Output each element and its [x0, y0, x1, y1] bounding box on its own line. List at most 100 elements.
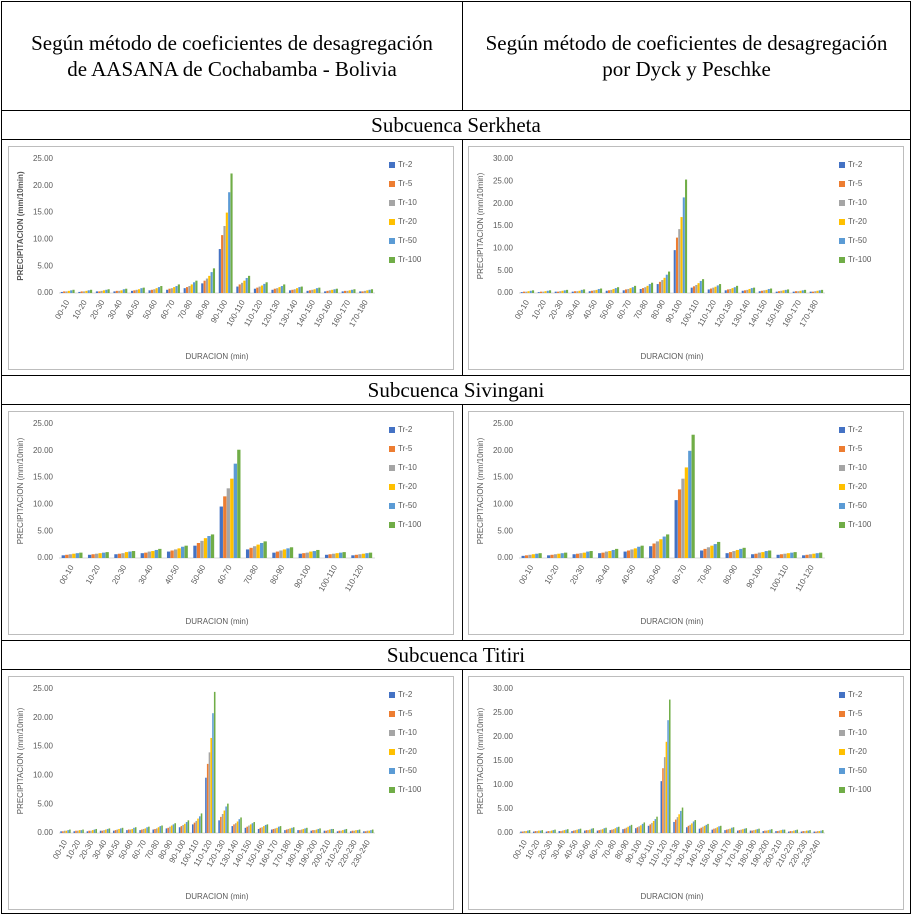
legend-swatch: [839, 503, 845, 509]
header-cell: Según método de coeficientes de desagreg…: [1, 1, 463, 111]
bar: [210, 272, 213, 293]
bar: [167, 827, 169, 833]
bar: [691, 823, 693, 833]
bar: [712, 287, 715, 293]
bar: [345, 828, 348, 833]
bar: [652, 543, 656, 558]
bar: [207, 536, 211, 558]
bar: [681, 807, 684, 833]
bar: [246, 826, 248, 833]
bar: [582, 552, 586, 558]
bar: [351, 830, 354, 833]
bar: [203, 538, 208, 558]
bar: [319, 828, 321, 833]
bar: [196, 542, 201, 558]
bar: [223, 226, 226, 293]
legend-label: Tr-20: [848, 482, 867, 491]
bar: [557, 553, 561, 558]
bar: [368, 289, 371, 293]
bar: [223, 810, 226, 833]
bar: [576, 829, 578, 833]
bar: [622, 829, 624, 833]
legend-label: Tr-10: [398, 728, 417, 737]
bar: [323, 830, 326, 833]
x-axis-label: DURACION (min): [185, 352, 248, 361]
y-tick-label: 30.00: [493, 684, 514, 693]
bar: [596, 830, 599, 833]
y-tick-label: 0.00: [37, 288, 53, 297]
y-tick-label: 10.00: [33, 500, 54, 509]
bar: [302, 828, 305, 833]
bar: [807, 830, 810, 833]
x-tick-label: 60-70: [159, 298, 177, 321]
bar: [590, 828, 593, 833]
bar: [113, 291, 116, 293]
bar: [611, 549, 615, 558]
chart-frame: PRECIPITACION (mm/10min) 0.00 5.00 10.00 15.…: [8, 146, 454, 370]
bar: [612, 288, 615, 293]
bar: [567, 829, 569, 833]
bar: [346, 290, 349, 293]
bar: [550, 830, 553, 833]
bar: [637, 546, 641, 558]
bar: [749, 830, 752, 833]
bar: [718, 826, 720, 833]
bar: [238, 284, 241, 293]
bar: [767, 830, 770, 833]
bar: [799, 290, 802, 293]
bar: [312, 551, 316, 558]
bar: [678, 229, 681, 293]
bar: [120, 290, 123, 293]
bar: [253, 822, 255, 833]
bar: [640, 545, 644, 558]
bar: [778, 830, 781, 833]
legend-swatch: [389, 711, 395, 717]
bar: [537, 292, 540, 293]
chart: PRECIPITACION (mm/10min) 0.00 5.00 10.00 15.…: [16, 684, 422, 901]
bar: [103, 830, 105, 833]
bar: [157, 827, 160, 833]
bar: [313, 830, 316, 833]
bar: [630, 824, 633, 833]
bar: [717, 541, 721, 558]
bar: [611, 829, 613, 833]
bar: [681, 478, 685, 558]
bar: [757, 552, 762, 558]
bar: [818, 290, 821, 293]
bar: [656, 284, 659, 293]
bar: [583, 289, 586, 293]
y-tick-label: 20.00: [33, 446, 54, 455]
bar: [357, 830, 359, 833]
legend-label: Tr-50: [848, 501, 867, 510]
bar: [754, 829, 757, 833]
bar: [263, 826, 265, 833]
y-tick-label: 30.00: [493, 154, 514, 163]
bar: [150, 289, 154, 293]
bar: [200, 540, 204, 558]
bar: [794, 291, 798, 293]
bar: [184, 823, 186, 833]
bar: [72, 553, 76, 558]
bar: [674, 819, 677, 833]
bar: [707, 289, 710, 293]
bar: [783, 553, 787, 558]
bar: [278, 287, 281, 293]
x-tick-label: 90-100: [292, 563, 313, 590]
bar: [324, 291, 327, 293]
legend-swatch: [389, 162, 395, 168]
bar: [575, 553, 580, 558]
legend-label: Tr-50: [398, 501, 417, 510]
bar: [709, 288, 713, 293]
bar: [535, 553, 539, 558]
bar: [155, 828, 158, 833]
bar: [300, 829, 303, 833]
y-tick-label: 5.00: [497, 526, 513, 535]
bar: [614, 288, 617, 293]
bar: [114, 554, 118, 558]
chart: PRECIPITACION (mm/10min) 0.00 5.00 10.00 15.…: [16, 419, 422, 626]
bar: [151, 551, 155, 558]
legend-swatch: [389, 446, 395, 452]
bar: [549, 290, 552, 293]
bar: [610, 289, 613, 293]
